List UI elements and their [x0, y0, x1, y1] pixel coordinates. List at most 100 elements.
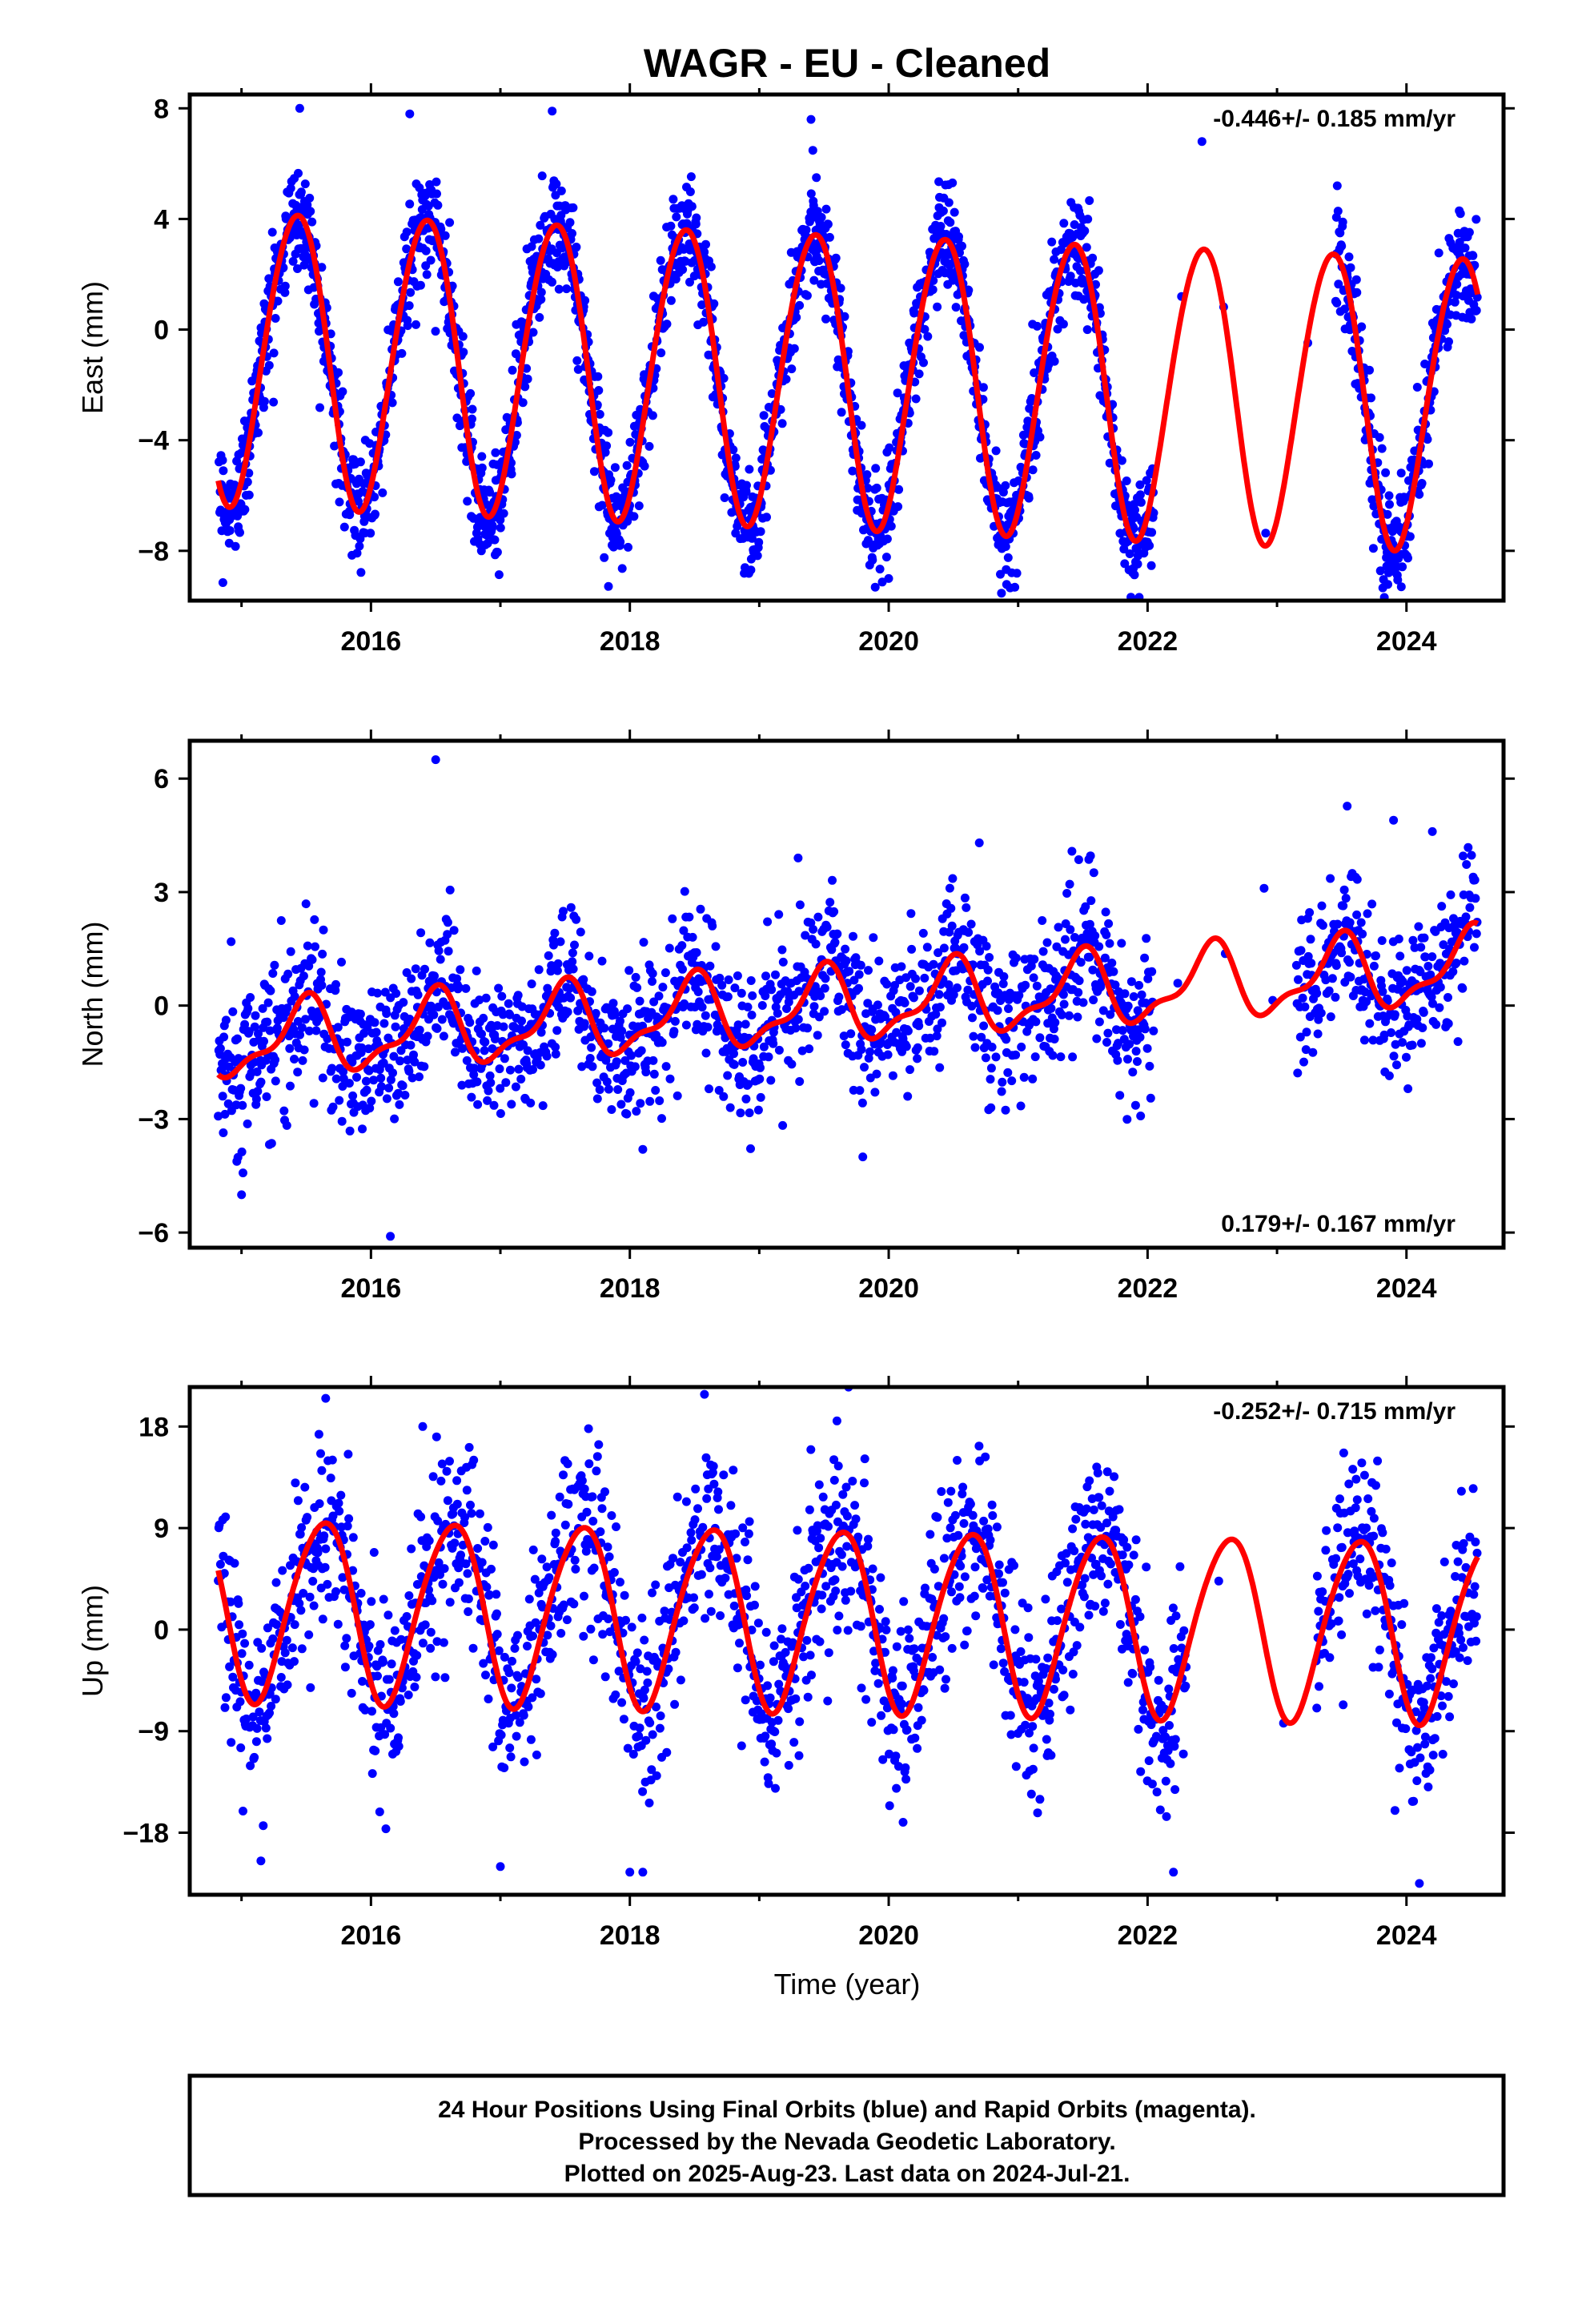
- data-point: [480, 1046, 489, 1055]
- data-point: [631, 972, 640, 982]
- outlier-point: [974, 838, 984, 847]
- data-point: [300, 179, 310, 189]
- data-point: [872, 1069, 881, 1079]
- data-point: [1332, 181, 1342, 191]
- data-point: [1383, 509, 1392, 519]
- data-point: [572, 243, 581, 251]
- data-point: [730, 983, 740, 993]
- data-point: [467, 1509, 476, 1518]
- data-point: [477, 1558, 487, 1567]
- data-point: [1147, 967, 1157, 976]
- data-point: [415, 1025, 424, 1035]
- data-point: [482, 1582, 492, 1592]
- data-point: [648, 969, 657, 979]
- data-point: [782, 1004, 791, 1013]
- y-tick-label: 3: [154, 878, 169, 908]
- data-point: [568, 964, 578, 974]
- data-point: [1392, 1060, 1401, 1070]
- data-point: [1305, 908, 1315, 917]
- data-point: [604, 1552, 614, 1562]
- data-point: [532, 1750, 541, 1759]
- data-point: [402, 1612, 412, 1621]
- data-point: [986, 1075, 995, 1084]
- data-point: [334, 368, 343, 377]
- data-point: [911, 394, 921, 404]
- data-point: [868, 555, 877, 565]
- data-point: [793, 1015, 803, 1024]
- data-point: [604, 1614, 613, 1623]
- data-point: [854, 983, 863, 993]
- data-point: [814, 256, 824, 265]
- data-point: [496, 515, 505, 525]
- data-point: [259, 1821, 268, 1831]
- data-point: [600, 1487, 609, 1497]
- data-point: [645, 1718, 655, 1727]
- data-point: [724, 975, 733, 984]
- data-point: [1335, 228, 1345, 238]
- data-point: [477, 1029, 486, 1039]
- data-point: [680, 999, 689, 1008]
- data-point: [612, 1057, 621, 1067]
- data-point: [1333, 207, 1343, 216]
- data-point: [947, 921, 957, 931]
- data-point: [753, 551, 762, 561]
- data-point: [580, 1019, 589, 1028]
- data-point: [436, 955, 445, 964]
- data-point: [214, 1112, 223, 1121]
- data-point: [382, 1009, 391, 1019]
- data-point: [340, 1641, 350, 1651]
- data-point: [407, 1544, 416, 1554]
- data-point: [227, 937, 236, 947]
- data-point: [343, 1449, 353, 1459]
- data-point: [644, 441, 654, 451]
- data-point: [670, 1699, 680, 1709]
- data-point: [298, 1055, 307, 1065]
- data-point: [1076, 958, 1086, 967]
- data-point: [221, 1015, 231, 1025]
- data-point: [1446, 890, 1456, 899]
- data-point: [317, 263, 327, 272]
- data-point: [431, 1672, 440, 1682]
- data-point: [406, 287, 416, 297]
- data-point: [676, 1675, 685, 1685]
- data-point: [237, 1147, 247, 1156]
- data-point: [307, 217, 317, 227]
- data-point: [1018, 430, 1028, 440]
- data-point: [315, 403, 324, 412]
- data-point: [434, 946, 444, 955]
- data-point: [600, 553, 609, 562]
- data-point: [849, 1085, 858, 1095]
- data-point: [1058, 990, 1068, 999]
- data-point: [703, 1023, 713, 1032]
- data-point: [278, 1566, 287, 1575]
- data-point: [309, 1099, 319, 1108]
- data-point: [729, 1059, 739, 1069]
- data-point: [914, 986, 924, 995]
- data-point: [693, 987, 703, 996]
- data-point: [643, 1678, 652, 1687]
- data-point: [693, 1019, 702, 1029]
- data-point: [240, 505, 250, 514]
- data-point: [251, 1094, 261, 1104]
- data-point: [1367, 393, 1375, 403]
- data-point: [662, 320, 672, 329]
- data-point: [508, 365, 517, 375]
- data-point: [960, 259, 970, 269]
- data-point: [923, 332, 933, 341]
- data-point: [504, 1668, 514, 1678]
- data-point: [233, 1034, 242, 1043]
- data-point: [862, 470, 872, 480]
- data-point: [709, 299, 719, 308]
- data-point: [1130, 505, 1139, 515]
- data-point: [511, 1082, 520, 1092]
- data-point: [271, 1055, 280, 1064]
- data-point: [602, 1077, 612, 1087]
- data-point: [571, 1564, 580, 1574]
- data-point: [243, 477, 252, 487]
- data-point: [484, 1086, 493, 1096]
- data-point: [297, 1523, 307, 1532]
- data-point: [316, 1449, 325, 1458]
- data-point: [285, 1043, 295, 1053]
- data-point: [517, 1016, 526, 1026]
